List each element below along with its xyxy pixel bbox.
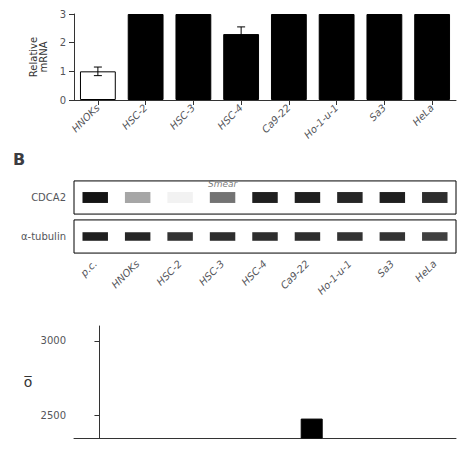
svg-text:3: 3 bbox=[60, 9, 66, 20]
svg-text:2500: 2500 bbox=[41, 410, 66, 421]
svg-text:1: 1 bbox=[60, 66, 66, 77]
svg-text:HSC-4: HSC-4 bbox=[215, 102, 245, 132]
svg-text:mRNA: mRNA bbox=[38, 41, 49, 72]
svg-text:3000: 3000 bbox=[41, 335, 66, 346]
svg-text:Ho-1-u-1: Ho-1-u-1 bbox=[315, 258, 354, 297]
svg-text:o̅: o̅ bbox=[23, 374, 32, 390]
svg-text:Sa3: Sa3 bbox=[367, 102, 388, 123]
svg-text:α-tubulin: α-tubulin bbox=[21, 231, 66, 242]
svg-text:HeLa: HeLa bbox=[410, 102, 436, 128]
svg-text:Smear: Smear bbox=[208, 179, 239, 189]
svg-text:0: 0 bbox=[60, 95, 66, 106]
svg-text:Ca9-22: Ca9-22 bbox=[260, 102, 293, 135]
svg-text:HSC-2: HSC-2 bbox=[120, 102, 150, 132]
svg-text:Relative: Relative bbox=[28, 36, 40, 78]
svg-text:2: 2 bbox=[60, 37, 66, 48]
svg-text:Sa3: Sa3 bbox=[375, 258, 396, 279]
svg-text:Ho-1-u-1: Ho-1-u-1 bbox=[302, 102, 341, 141]
svg-text:HSC-2: HSC-2 bbox=[154, 258, 184, 288]
svg-text:Ca9-22: Ca9-22 bbox=[278, 258, 311, 291]
svg-text:HSC-3: HSC-3 bbox=[197, 258, 227, 288]
svg-text:HeLa: HeLa bbox=[413, 258, 439, 284]
svg-text:B: B bbox=[13, 150, 25, 169]
svg-text:CDCA2: CDCA2 bbox=[31, 192, 66, 203]
svg-text:p.c.: p.c. bbox=[78, 258, 99, 279]
svg-text:HSC-4: HSC-4 bbox=[239, 258, 269, 288]
svg-text:HSC-3: HSC-3 bbox=[168, 102, 198, 132]
svg-text:HNOKs: HNOKs bbox=[70, 102, 102, 134]
svg-text:HNOKs: HNOKs bbox=[109, 258, 141, 290]
